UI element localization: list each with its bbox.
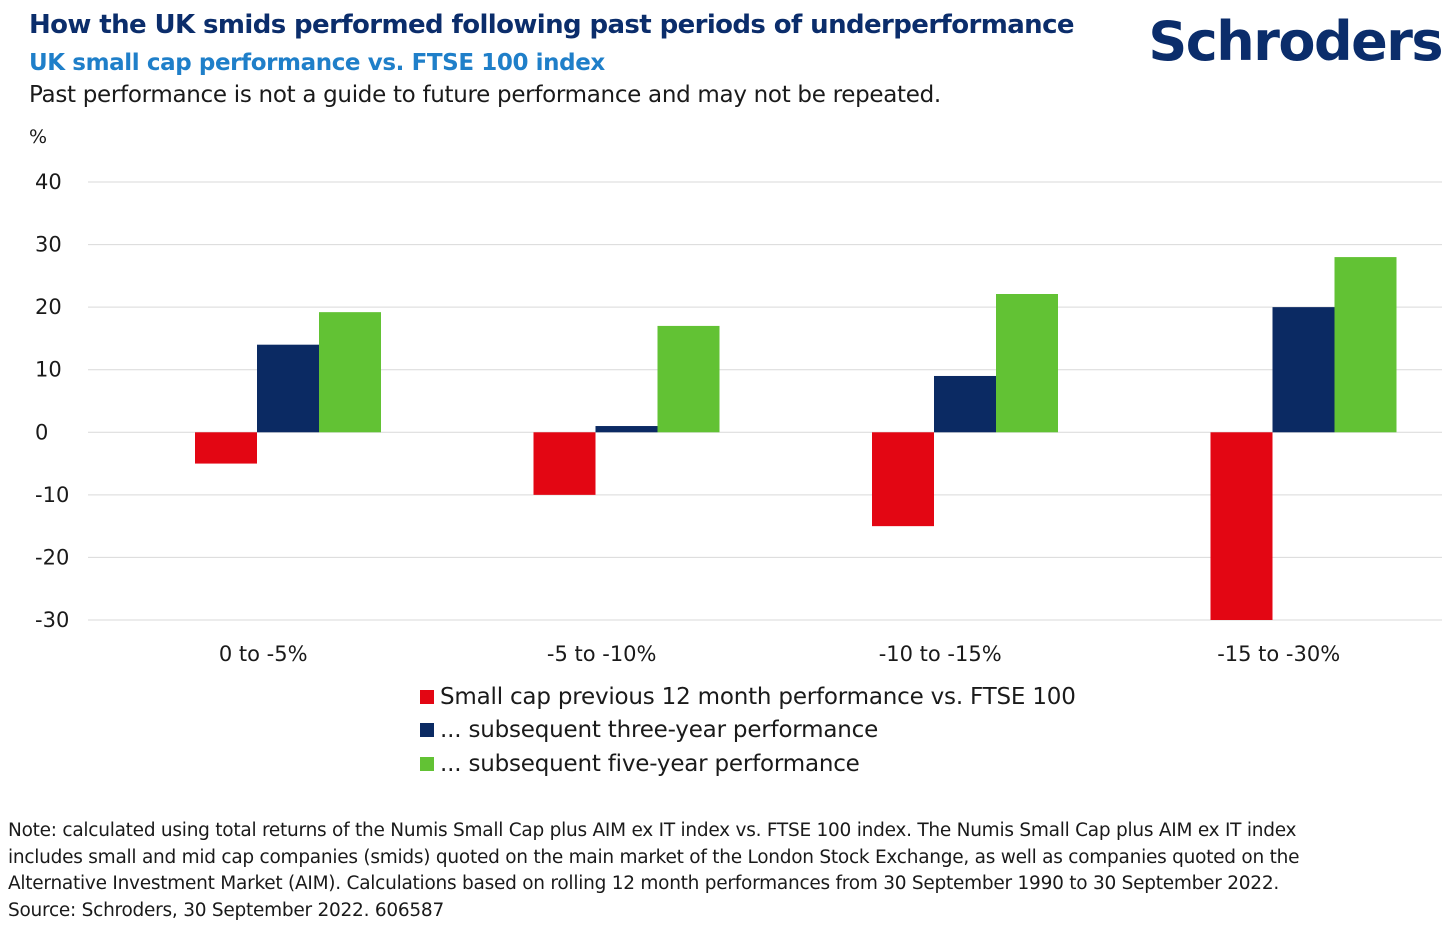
bar-five-year bbox=[1334, 257, 1397, 433]
legend-swatch-red bbox=[420, 689, 434, 704]
legend-label: Small cap previous 12 month performance … bbox=[440, 683, 1076, 710]
x-axis-categories: 0 to -5% -5 to -10% -10 to -15% -15 to -30% bbox=[219, 642, 1340, 666]
bar-three-year bbox=[257, 344, 319, 433]
y-axis-unit-label: % bbox=[29, 126, 47, 148]
footnote-line: Alternative Investment Market (AIM). Cal… bbox=[8, 873, 1279, 894]
footnote-line: includes small and mid cap companies (sm… bbox=[8, 846, 1300, 868]
legend-label: ... subsequent five-year performance bbox=[440, 750, 860, 777]
bar-previous-12m bbox=[872, 432, 934, 527]
schroders-logo: Schroders bbox=[1148, 10, 1443, 73]
bars bbox=[195, 257, 1397, 620]
disclaimer-text: Past performance is not a guide to futur… bbox=[29, 82, 941, 108]
legend-item-three-year: ... subsequent three-year performance bbox=[420, 714, 1076, 748]
bar-previous-12m bbox=[195, 432, 257, 464]
x-category-label: -5 to -10% bbox=[547, 642, 657, 666]
y-axis-ticks: 40 30 20 10 0 -10 -20 -30 bbox=[35, 170, 69, 632]
bar-five-year bbox=[319, 312, 381, 433]
footnote: Note: calculated using total returns of … bbox=[8, 818, 1448, 924]
bar-chart: % 40 30 20 10 0 -10 -20 -30 0 to -5% -5 to -10% -… bbox=[29, 126, 1442, 666]
legend-swatch-green bbox=[420, 756, 434, 771]
footnote-line: Note: calculated using total returns of … bbox=[8, 820, 1297, 841]
bar-three-year bbox=[1272, 307, 1335, 433]
legend-swatch-navy bbox=[420, 723, 434, 738]
x-category-label: 0 to -5% bbox=[219, 642, 308, 666]
x-category-label: -15 to -30% bbox=[1217, 642, 1340, 666]
bar-previous-12m bbox=[1210, 432, 1273, 620]
y-tick-label: 30 bbox=[35, 233, 62, 257]
legend-item-previous-12m: Small cap previous 12 month performance … bbox=[420, 680, 1076, 714]
y-tick-label: 10 bbox=[35, 358, 62, 382]
footnote-line: Source: Schroders, 30 September 2022. 60… bbox=[8, 899, 444, 921]
bar-previous-12m bbox=[533, 432, 596, 495]
y-tick-label: 0 bbox=[35, 420, 48, 444]
y-tick-label: 20 bbox=[35, 295, 62, 319]
x-category-label: -10 to -15% bbox=[879, 642, 1002, 666]
y-tick-label: -10 bbox=[35, 483, 69, 507]
chart-title: How the UK smids performed following pas… bbox=[29, 10, 1075, 40]
bar-five-year bbox=[996, 294, 1058, 433]
legend-label: ... subsequent three-year performance bbox=[440, 717, 879, 744]
legend-item-five-year: ... subsequent five-year performance bbox=[420, 747, 1076, 781]
y-tick-label: -20 bbox=[35, 545, 69, 569]
legend: Small cap previous 12 month performance … bbox=[420, 680, 1076, 781]
y-tick-label: -30 bbox=[35, 608, 69, 632]
bar-five-year bbox=[657, 325, 720, 433]
bar-three-year bbox=[595, 426, 658, 433]
chart-subtitle: UK small cap performance vs. FTSE 100 in… bbox=[29, 50, 605, 76]
bar-three-year bbox=[934, 375, 996, 433]
y-tick-label: 40 bbox=[35, 170, 62, 194]
